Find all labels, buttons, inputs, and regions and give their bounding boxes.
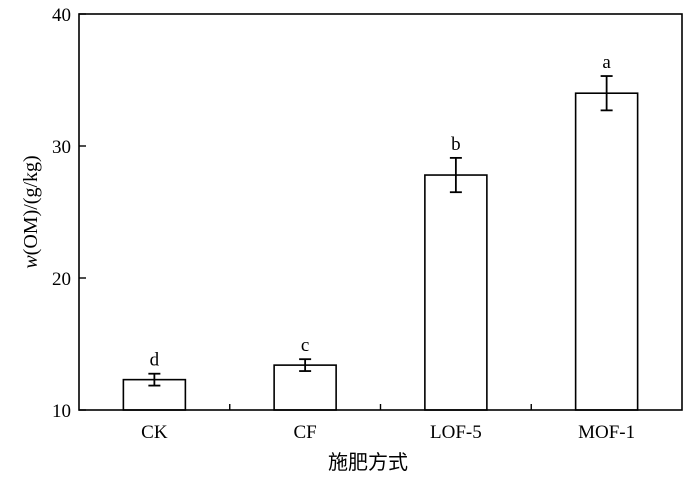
x-tick-label-cf: CF xyxy=(294,422,317,443)
significance-labels-layer: d c b a xyxy=(150,52,612,371)
error-bar-mof-1 xyxy=(600,75,613,112)
y-tick-label-10: 10 xyxy=(52,401,71,422)
error-bar-cf xyxy=(299,358,312,372)
y-tick-label-30: 30 xyxy=(52,137,71,158)
bar-lof-5 xyxy=(424,174,488,411)
significance-label-cf: c xyxy=(301,335,309,356)
significance-label-mof-1: a xyxy=(602,52,611,73)
error-bar-ck xyxy=(148,372,161,387)
bars-layer xyxy=(122,92,639,411)
error-bars-layer xyxy=(148,75,613,387)
x-ticks-layer: CK CF LOF-5 MOF-1 xyxy=(141,404,635,443)
x-tick-label-lof-5: LOF-5 xyxy=(430,422,482,443)
bar-mof-1 xyxy=(574,92,639,411)
y-tick-label-20: 20 xyxy=(52,269,71,290)
x-tick-label-mof-1: MOF-1 xyxy=(578,422,635,443)
x-tick-label-ck: CK xyxy=(141,422,168,443)
significance-label-lof-5: b xyxy=(451,134,461,155)
y-axis-title: w(OM)/(g/kg) xyxy=(20,155,42,268)
y-ticks-layer: 10 20 30 40 xyxy=(52,5,86,422)
bar-cf xyxy=(273,364,337,411)
y-tick-label-40: 40 xyxy=(52,5,71,26)
significance-label-ck: d xyxy=(150,350,160,371)
error-bar-lof-5 xyxy=(449,156,462,194)
x-axis-title: 施肥方式 xyxy=(328,450,408,474)
